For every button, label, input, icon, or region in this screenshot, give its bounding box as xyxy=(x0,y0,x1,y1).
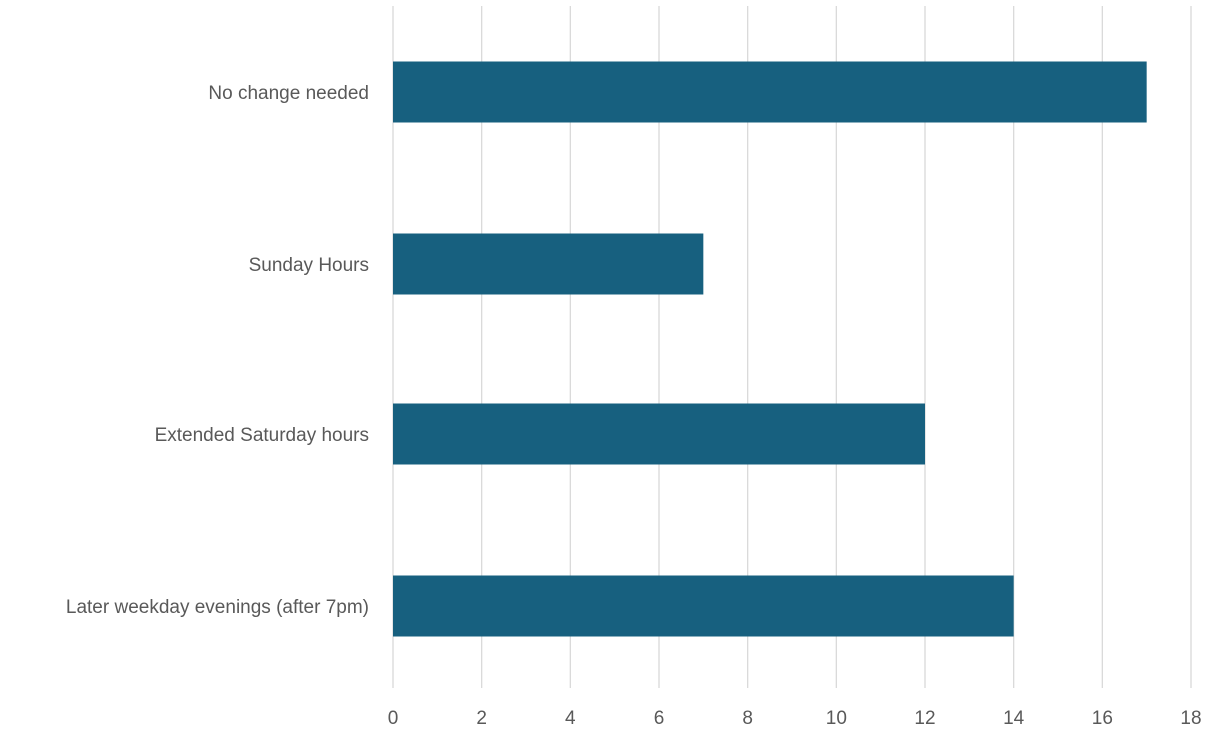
category-labels: No change needed Sunday Hours Extended Sat… xyxy=(66,83,369,618)
x-tick-label: 18 xyxy=(1180,708,1201,729)
x-tick-label: 4 xyxy=(565,708,576,729)
category-label: Sunday Hours xyxy=(249,255,369,276)
category-label: Extended Saturday hours xyxy=(155,425,369,446)
bar xyxy=(393,233,704,295)
x-tick-label: 12 xyxy=(914,708,935,729)
x-tick-label: 6 xyxy=(654,708,665,729)
x-tick-label: 2 xyxy=(476,708,487,729)
x-tick-label: 16 xyxy=(1092,708,1113,729)
category-label: No change needed xyxy=(208,83,369,104)
x-tick-label: 8 xyxy=(742,708,753,729)
bars xyxy=(393,61,1147,637)
bar xyxy=(393,403,925,465)
x-tick-label: 10 xyxy=(826,708,847,729)
x-axis-tick-labels: 0 2 4 6 8 10 12 14 16 18 xyxy=(388,708,1202,729)
category-label: Later weekday evenings (after 7pm) xyxy=(66,597,369,618)
bar xyxy=(393,61,1147,123)
bar xyxy=(393,575,1014,637)
x-tick-label: 0 xyxy=(388,708,399,729)
x-tick-label: 14 xyxy=(1003,708,1025,729)
